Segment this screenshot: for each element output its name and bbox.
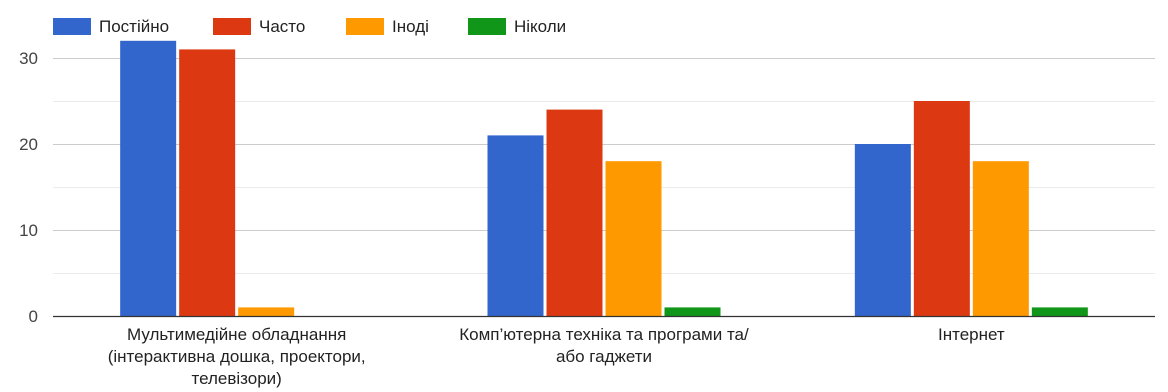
bar-3-3	[972, 161, 1029, 316]
bars	[120, 40, 1088, 317]
legend: Постійно Часто Іноді Ніколи	[53, 17, 566, 36]
legend-label-4: Ніколи	[514, 17, 566, 36]
bar-2-2	[546, 109, 603, 316]
y-axis: 0 10 20 30	[19, 49, 38, 326]
x-category-label: Інтернет	[938, 325, 1005, 344]
y-tick-label: 30	[19, 49, 38, 68]
x-category-label: телевізори)	[191, 369, 281, 388]
legend-swatch-3	[346, 18, 384, 35]
legend-swatch-1	[53, 18, 91, 35]
x-axis: Мультимедійне обладнання (інтерактивна до…	[53, 315, 1155, 388]
legend-label-1: Постійно	[99, 17, 169, 36]
legend-swatch-2	[213, 18, 251, 35]
bar-1-2	[487, 135, 544, 316]
bar-3-2	[605, 161, 662, 316]
x-category-label: Мультимедійне обладнання	[127, 325, 346, 344]
x-category-label: Комп’ютерна техніка та програми та/	[459, 325, 749, 344]
bar-1-1	[120, 40, 177, 317]
bar-4-2	[664, 307, 721, 316]
legend-label-2: Часто	[259, 17, 305, 36]
bar-1-3	[854, 144, 911, 316]
legend-swatch-4	[468, 18, 506, 35]
y-tick-label: 0	[29, 307, 38, 326]
bar-2-1	[179, 49, 236, 317]
bar-3-1	[238, 307, 295, 316]
gridlines	[53, 58, 1155, 274]
x-category-label: (інтерактивна дошка, проектори,	[108, 347, 366, 366]
bar-2-3	[913, 101, 970, 316]
legend-label-3: Іноді	[392, 17, 429, 36]
y-tick-label: 10	[19, 221, 38, 240]
y-tick-label: 20	[19, 135, 38, 154]
x-category-label: або гаджети	[556, 347, 652, 366]
bar-4-3	[1031, 307, 1088, 316]
